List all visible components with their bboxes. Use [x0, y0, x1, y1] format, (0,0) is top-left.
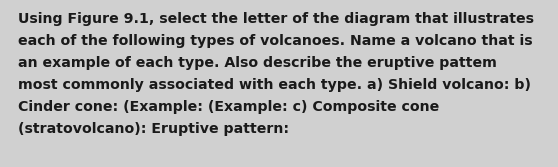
- Text: Using Figure 9.1, select the letter of the diagram that illustrates: Using Figure 9.1, select the letter of t…: [18, 12, 534, 26]
- Text: each of the following types of volcanoes. Name a volcano that is: each of the following types of volcanoes…: [18, 34, 533, 48]
- Text: (stratovolcano): Eruptive pattern:: (stratovolcano): Eruptive pattern:: [18, 122, 289, 136]
- Text: Cinder cone: (Example: (Example: c) Composite cone: Cinder cone: (Example: (Example: c) Comp…: [18, 100, 439, 114]
- Text: most commonly associated with each type. a) Shield volcano: b): most commonly associated with each type.…: [18, 78, 531, 92]
- Text: an example of each type. Also describe the eruptive pattem: an example of each type. Also describe t…: [18, 56, 497, 70]
